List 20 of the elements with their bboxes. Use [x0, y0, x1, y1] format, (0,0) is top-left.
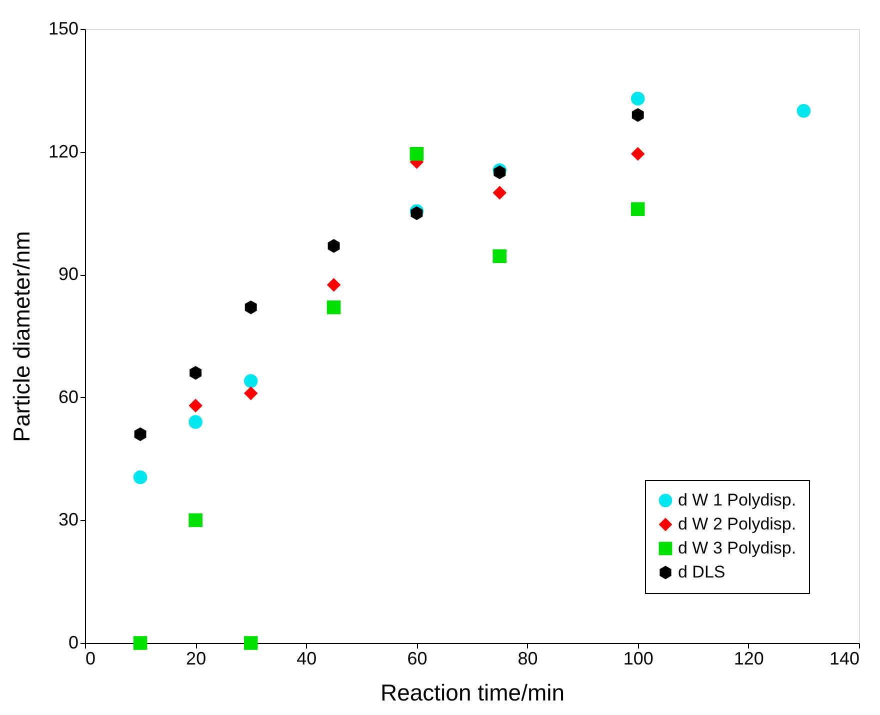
- y-tick-label: 0: [68, 632, 78, 652]
- legend-label: d W 2 Polydisp.: [678, 514, 796, 534]
- y-tick-label: 30: [58, 510, 78, 530]
- x-tick-label: 100: [623, 648, 654, 668]
- x-tick-label: 0: [86, 648, 96, 668]
- y-axis-title: Particle diameter/nm: [8, 231, 34, 442]
- y-tick-label: 60: [58, 386, 78, 407]
- legend-label: d DLS: [678, 562, 726, 582]
- x-tick-label: 20: [186, 648, 206, 668]
- legend-label: d W 1 Polydisp.: [678, 490, 796, 510]
- x-tick-label: 40: [296, 648, 317, 668]
- x-tick-label: 120: [734, 648, 764, 668]
- x-tick-label: 140: [829, 648, 860, 668]
- x-axis-title: Reaction time/min: [380, 680, 565, 706]
- x-tick-label: 60: [407, 648, 428, 668]
- y-tick-label: 120: [48, 141, 78, 162]
- y-tick-label: 90: [58, 264, 78, 284]
- y-tick-label: 150: [48, 18, 78, 38]
- x-tick-label: 80: [518, 648, 538, 668]
- legend-label: d W 3 Polydisp.: [678, 538, 796, 558]
